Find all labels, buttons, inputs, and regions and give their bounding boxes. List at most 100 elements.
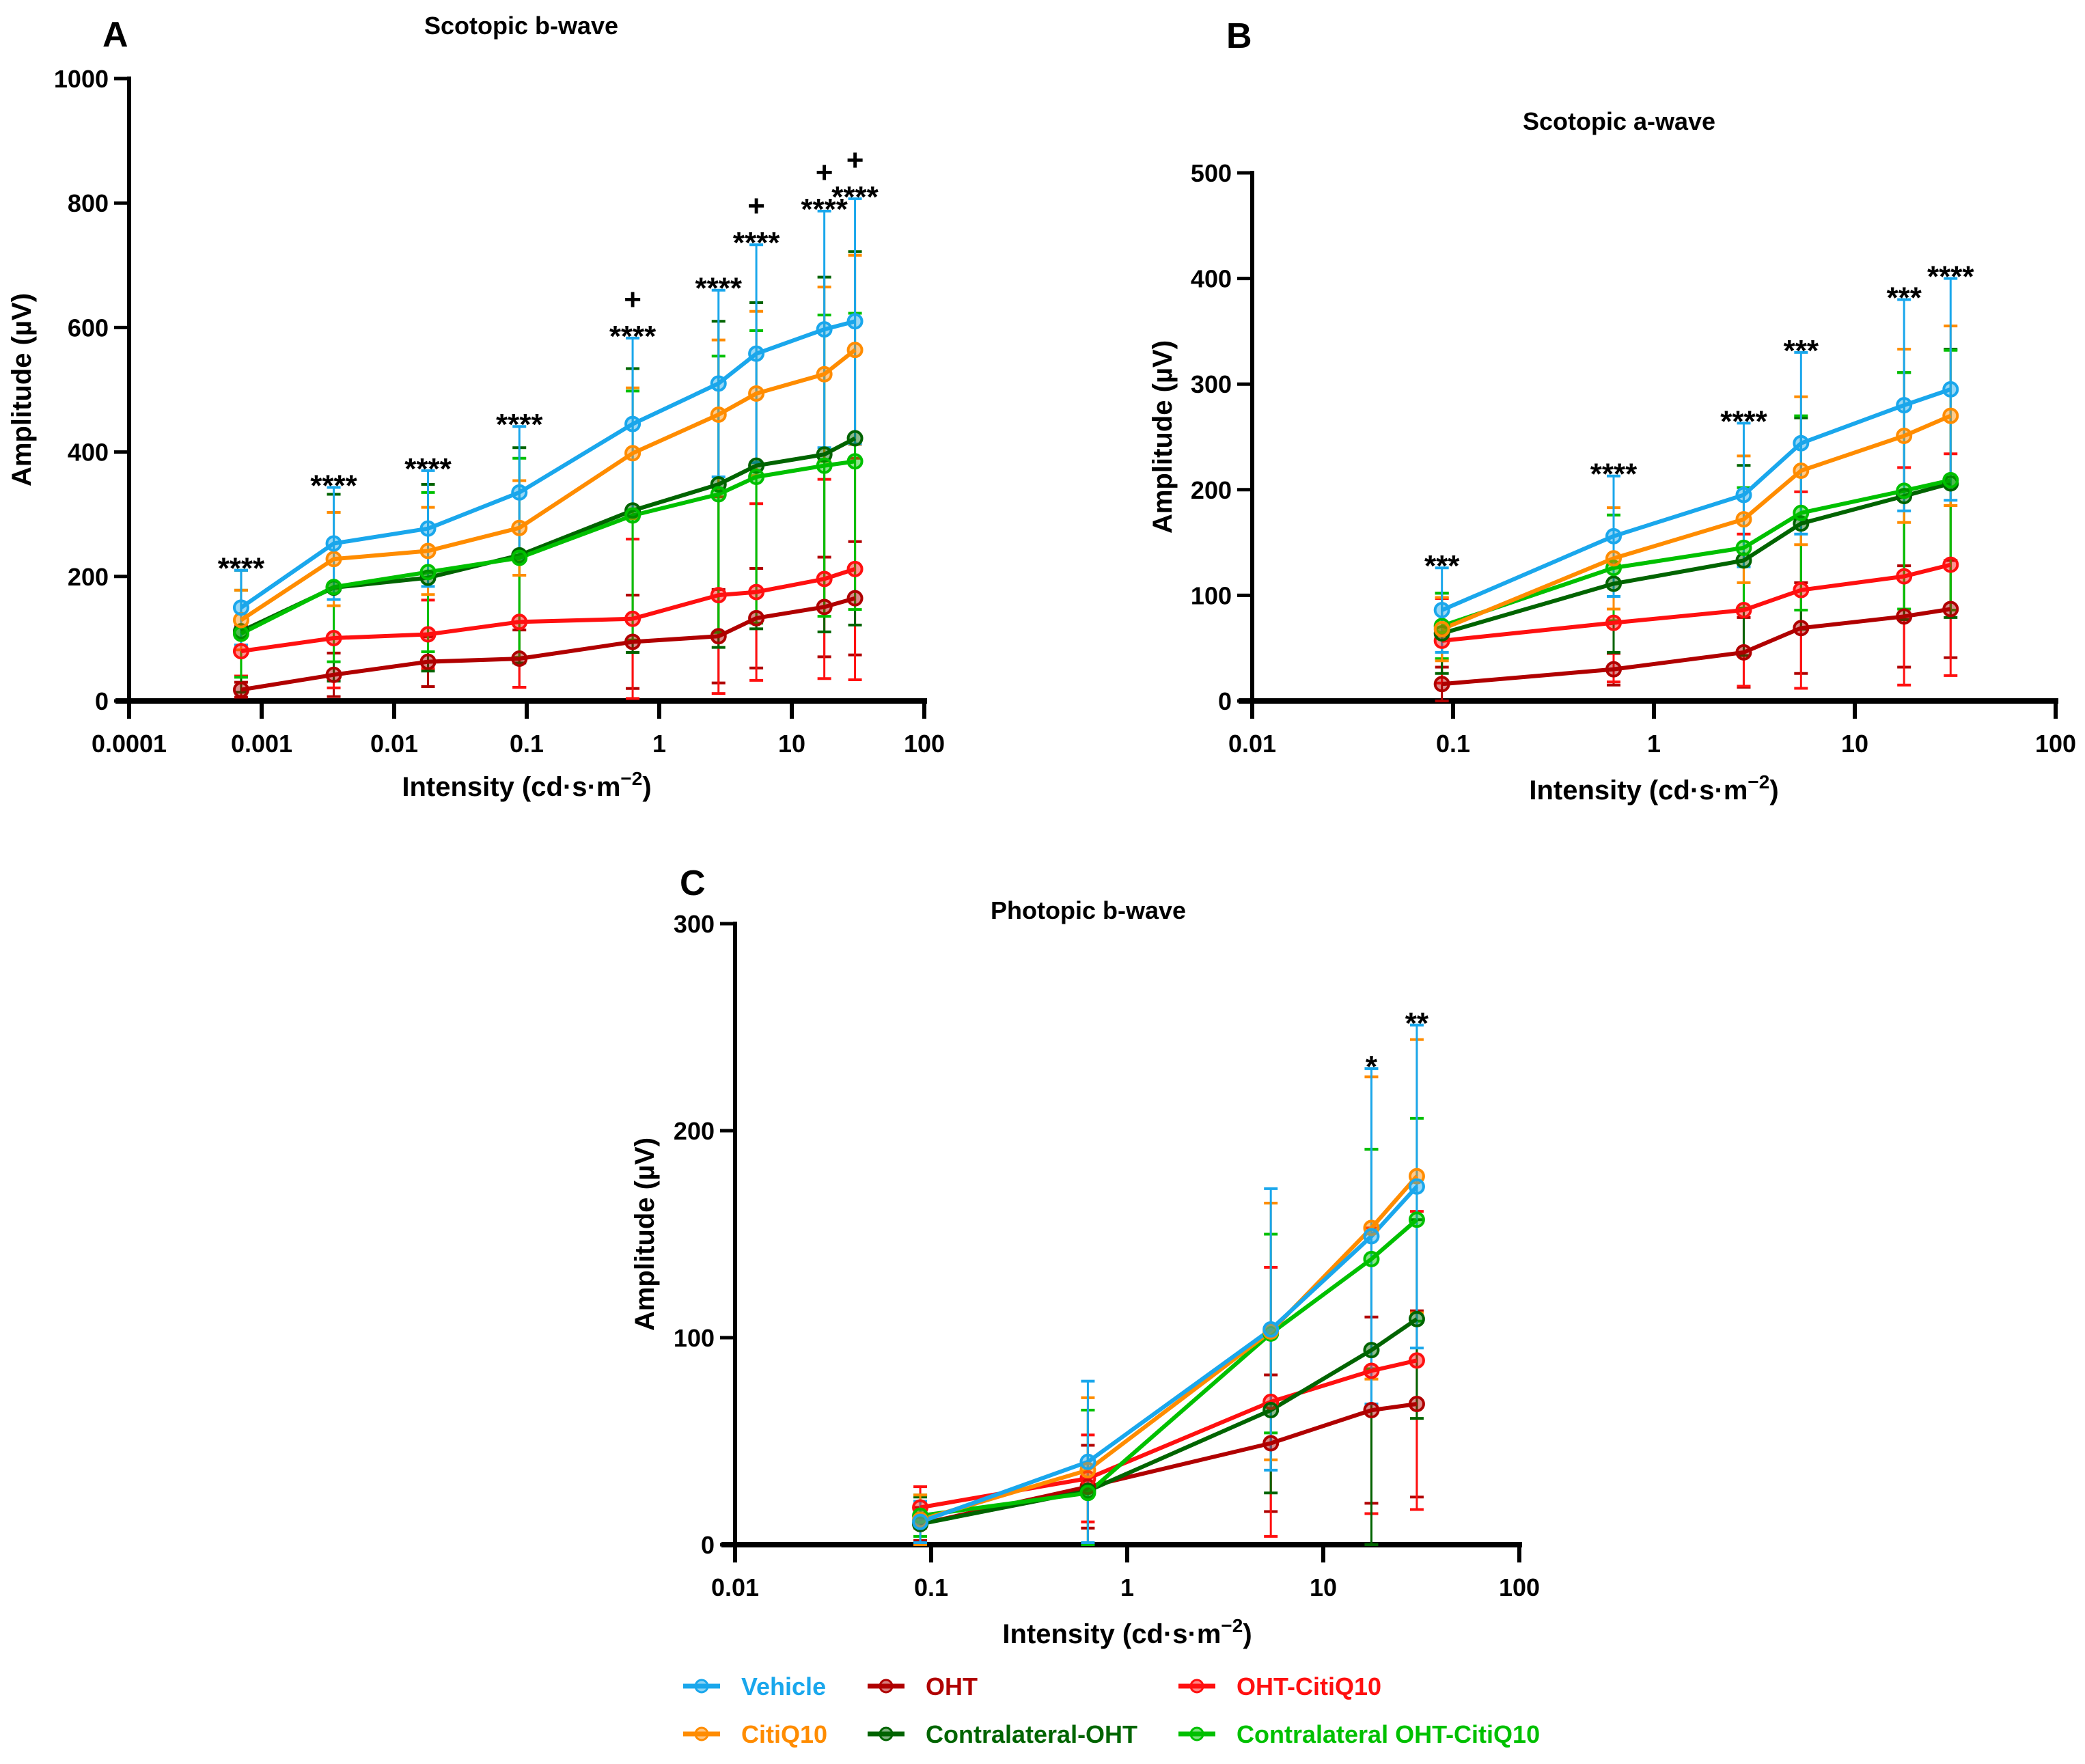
panel-letter-b: B <box>1226 16 1252 56</box>
x-tick-label: 0.1 <box>510 730 544 758</box>
data-point-contralateral-oht-citiq10 <box>816 457 833 474</box>
y-tick-label: 100 <box>1191 581 1232 609</box>
legend-item-oht: OHT <box>868 1672 978 1700</box>
legend-label: Vehicle <box>741 1672 826 1700</box>
data-point-contralateral-oht-citiq10 <box>748 469 765 486</box>
data-point-oht <box>232 681 249 698</box>
data-point-vehicle <box>912 1513 929 1530</box>
data-point-vehicle <box>1433 602 1450 619</box>
x-axis-title: Intensity (cd·s·m−2) <box>402 768 651 802</box>
y-tick-label: 0 <box>701 1531 715 1559</box>
data-point-oht <box>1363 1402 1380 1419</box>
data-point-oht <box>816 598 833 616</box>
data-point-vehicle <box>1896 397 1913 414</box>
series-line-oht <box>240 596 856 692</box>
series-line-citiq10 <box>240 348 857 622</box>
series-lines <box>920 1174 1419 1526</box>
data-point-citiq10 <box>419 542 437 560</box>
legend-label: Contralateral-OHT <box>926 1720 1137 1748</box>
significance-stars: *** <box>1784 334 1819 368</box>
data-point-oht-citiq10 <box>846 560 864 577</box>
error-bars <box>234 197 862 700</box>
legend-label: OHT-CitiQ10 <box>1237 1672 1381 1700</box>
data-point-citiq10 <box>624 445 641 462</box>
y-axis-title: Amplitude (µV) <box>630 1138 660 1331</box>
legend-marker-oht <box>879 1679 894 1694</box>
x-axis-title: Intensity (cd·s·m−2) <box>1529 771 1778 805</box>
significance-stars: * <box>1366 1050 1378 1084</box>
x-tick-label: 100 <box>904 730 945 758</box>
data-point-vehicle <box>511 484 528 501</box>
data-point-oht-citiq10 <box>1363 1362 1380 1379</box>
data-point-oht <box>1896 608 1913 625</box>
data-point-vehicle <box>419 520 437 537</box>
data-point-citiq10 <box>1433 620 1450 637</box>
significance-stars: **** <box>1720 404 1767 438</box>
series-line-vehicle <box>240 319 856 609</box>
x-tick-label: 0.001 <box>231 730 292 758</box>
data-point-oht <box>1605 661 1623 678</box>
data-point-contralateral-oht <box>1363 1342 1380 1359</box>
significance-stars: *** <box>1886 281 1922 315</box>
y-tick-label: 600 <box>68 314 109 342</box>
y-tick-label: 1000 <box>54 65 109 93</box>
series-line-vehicle <box>1441 387 1952 612</box>
y-tick-label: 200 <box>1191 476 1232 504</box>
data-point-contralateral-oht-citiq10 <box>1363 1250 1380 1267</box>
significance-stars: **** <box>733 226 780 260</box>
data-point-contralateral-oht-citiq10 <box>1408 1211 1425 1228</box>
y-tick-label: 400 <box>1191 265 1232 293</box>
data-point-oht <box>1262 1435 1280 1452</box>
data-point-oht <box>1942 601 1959 618</box>
data-point-vehicle <box>846 313 864 330</box>
data-point-oht-citiq10 <box>748 583 765 601</box>
series-line-oht-citiq10 <box>920 1358 1418 1510</box>
chart-title: Scotopic b-wave <box>424 12 618 40</box>
data-point-citiq10 <box>511 519 528 536</box>
data-point-citiq10 <box>1735 511 1752 528</box>
data-point-vehicle <box>1942 381 1959 398</box>
chart-title: Photopic b-wave <box>991 896 1186 924</box>
series-line-vehicle <box>920 1185 1419 1524</box>
data-point-citiq10 <box>846 342 864 359</box>
chart-title: Scotopic a-wave <box>1523 107 1715 135</box>
data-point-vehicle <box>1079 1453 1096 1470</box>
significance-stars: ** <box>1405 1006 1429 1040</box>
x-axis-title: Intensity (cd·s·m−2) <box>1002 1615 1252 1649</box>
data-point-contralateral-oht <box>1408 1310 1425 1327</box>
significance-stars: **** <box>1927 260 1974 294</box>
legend-item-vehicle: Vehicle <box>683 1672 826 1700</box>
y-tick-label: 800 <box>68 189 109 217</box>
series-line-oht <box>1441 607 1951 687</box>
data-point-contralateral-oht-citiq10 <box>232 625 249 642</box>
legend-item-oht-citiq10: OHT-CitiQ10 <box>1178 1672 1381 1700</box>
data-point-contralateral-oht <box>816 446 833 463</box>
data-point-oht <box>1735 644 1752 661</box>
series-line-contralateral-oht-citiq10 <box>240 459 856 636</box>
y-tick-label: 0 <box>1218 687 1232 715</box>
y-tick-label: 200 <box>674 1117 715 1145</box>
data-point-contralateral-oht <box>1262 1402 1280 1419</box>
data-point-vehicle <box>816 321 833 338</box>
panel-letter-a: A <box>102 15 128 55</box>
legend-marker-oht-citiq10 <box>1189 1679 1204 1694</box>
significance-stars: **** <box>496 408 543 441</box>
data-point-contralateral-oht-citiq10 <box>1793 504 1810 521</box>
x-tick-label: 1 <box>1120 1573 1134 1601</box>
x-tick-label: 100 <box>1499 1573 1540 1601</box>
significance-plus: + <box>816 156 833 189</box>
significance-plus: + <box>846 143 864 177</box>
data-point-contralateral-oht <box>748 457 765 474</box>
series-line-contralateral-oht <box>1441 481 1952 635</box>
data-point-oht <box>511 650 528 667</box>
x-tick-label: 0.0001 <box>92 730 167 758</box>
axes: 0.0001 0.001 0.01 0.1 1 10 1000200400600800100… <box>7 65 945 802</box>
significance-plus: + <box>624 283 641 316</box>
data-point-contralateral-oht-citiq10 <box>846 453 864 470</box>
data-point-vehicle <box>232 599 249 616</box>
data-point-oht <box>710 628 727 645</box>
data-point-vehicle <box>1735 486 1752 504</box>
y-tick-label: 0 <box>95 687 109 715</box>
data-point-vehicle <box>1605 527 1623 545</box>
